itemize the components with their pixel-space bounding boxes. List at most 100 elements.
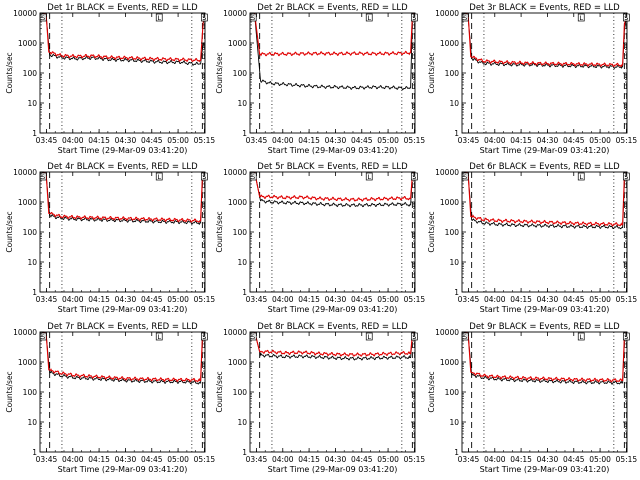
x-tick-label: 03:45 bbox=[458, 455, 480, 464]
x-tick-label: 04:30 bbox=[325, 136, 347, 145]
y-tick-label: 100 bbox=[23, 228, 38, 237]
y-axis-label: Counts/sec bbox=[427, 371, 436, 412]
plot-area bbox=[41, 13, 205, 133]
x-tick-label: 05:00 bbox=[167, 295, 189, 304]
y-tick-label: 1000 bbox=[440, 39, 459, 48]
segment-letter-s-3: S bbox=[202, 333, 206, 341]
plot-area bbox=[463, 172, 627, 292]
segment-letter-l-2: L bbox=[367, 333, 371, 341]
x-tick-label: 04:45 bbox=[351, 455, 373, 464]
segment-letter-s-1: S bbox=[463, 173, 467, 181]
y-tick-label: 10000 bbox=[13, 328, 37, 337]
events-series-line bbox=[254, 332, 415, 361]
events-series-line bbox=[463, 172, 627, 230]
segment-letter-s-1: S bbox=[41, 14, 45, 22]
panel-title: Det 4r BLACK = Events, RED = LLD bbox=[47, 162, 198, 172]
lld-series-line bbox=[41, 172, 205, 223]
y-tick-label: 1000 bbox=[18, 198, 37, 207]
x-tick-label: 04:45 bbox=[563, 295, 585, 304]
events-series-line bbox=[41, 332, 205, 385]
segment-letter-l-2: L bbox=[367, 173, 371, 181]
panel-title: Det 8r BLACK = Events, RED = LLD bbox=[257, 322, 408, 332]
y-tick-label: 1 bbox=[242, 448, 247, 457]
x-tick-label: 04:15 bbox=[298, 455, 320, 464]
y-tick-label: 10000 bbox=[435, 328, 459, 337]
x-tick-label: 05:00 bbox=[377, 455, 399, 464]
x-tick-label: 04:30 bbox=[115, 295, 137, 304]
y-axis-label: Counts/sec bbox=[5, 371, 14, 412]
y-tick-label: 10000 bbox=[223, 168, 247, 177]
x-tick-label: 04:30 bbox=[115, 136, 137, 145]
lld-series-line bbox=[41, 13, 205, 63]
y-tick-label: 1000 bbox=[18, 39, 37, 48]
x-axis-label: Start Time (29-Mar-09 03:41:20) bbox=[268, 146, 398, 155]
x-tick-label: 04:00 bbox=[484, 136, 506, 145]
y-tick-label: 10000 bbox=[13, 168, 37, 177]
x-tick-label: 04:15 bbox=[510, 136, 532, 145]
y-tick-label: 100 bbox=[23, 69, 38, 78]
segment-box-2 bbox=[577, 13, 585, 22]
x-axis-label: Start Time (29-Mar-09 03:41:20) bbox=[268, 465, 398, 474]
x-tick-label: 05:00 bbox=[167, 136, 189, 145]
x-tick-label: 04:00 bbox=[272, 295, 294, 304]
y-tick-label: 1000 bbox=[228, 39, 247, 48]
y-tick-label: 1 bbox=[454, 129, 459, 138]
plot-frame bbox=[249, 171, 416, 293]
events-series-line bbox=[41, 13, 205, 66]
segment-box-2 bbox=[155, 332, 163, 341]
y-axis-label: Counts/sec bbox=[427, 211, 436, 252]
lld-series-line bbox=[254, 332, 415, 357]
x-axis-label: Start Time (29-Mar-09 03:41:20) bbox=[58, 146, 188, 155]
y-tick-label: 1000 bbox=[228, 358, 247, 367]
lld-series-line bbox=[463, 13, 627, 68]
segment-letter-s-3: S bbox=[412, 173, 416, 181]
y-tick-label: 10 bbox=[237, 99, 247, 108]
y-tick-label: 1 bbox=[242, 288, 247, 297]
y-tick-label: 100 bbox=[445, 228, 460, 237]
y-tick-label: 10 bbox=[449, 258, 459, 267]
plot-area bbox=[254, 332, 415, 452]
segment-letter-s-1: S bbox=[41, 333, 45, 341]
events-series-line bbox=[254, 13, 415, 91]
segment-letter-s-3: S bbox=[624, 173, 628, 181]
y-tick-label: 10000 bbox=[223, 9, 247, 18]
x-tick-label: 05:00 bbox=[589, 136, 611, 145]
y-tick-label: 1 bbox=[32, 448, 37, 457]
x-axis-label: Start Time (29-Mar-09 03:41:20) bbox=[480, 465, 610, 474]
x-tick-label: 05:15 bbox=[194, 455, 216, 464]
segment-box-2 bbox=[155, 172, 163, 181]
x-tick-label: 05:15 bbox=[194, 136, 216, 145]
x-tick-label: 03:45 bbox=[246, 455, 268, 464]
plot-frame bbox=[461, 12, 628, 134]
segment-letter-s-1: S bbox=[41, 173, 45, 181]
y-tick-label: 10000 bbox=[223, 328, 247, 337]
x-axis-label: Start Time (29-Mar-09 03:41:20) bbox=[268, 305, 398, 314]
segment-letter-l-2: L bbox=[157, 14, 161, 22]
y-tick-label: 10 bbox=[27, 418, 37, 427]
segment-letter-l-2: L bbox=[157, 173, 161, 181]
x-tick-label: 04:45 bbox=[141, 136, 163, 145]
plot-frame bbox=[39, 171, 206, 293]
y-tick-label: 10 bbox=[449, 99, 459, 108]
y-tick-label: 10 bbox=[237, 258, 247, 267]
x-tick-label: 05:00 bbox=[589, 295, 611, 304]
x-axis-label: Start Time (29-Mar-09 03:41:20) bbox=[58, 305, 188, 314]
x-tick-label: 04:45 bbox=[563, 455, 585, 464]
x-tick-label: 04:15 bbox=[298, 136, 320, 145]
segment-letter-s-3: S bbox=[412, 333, 416, 341]
segment-letter-s-3: S bbox=[202, 173, 206, 181]
plot-frame bbox=[249, 331, 416, 453]
segment-letter-s-1: S bbox=[463, 333, 467, 341]
y-axis-label: Counts/sec bbox=[427, 52, 436, 93]
segment-letter-s-3: S bbox=[202, 14, 206, 22]
x-tick-label: 04:30 bbox=[325, 295, 347, 304]
segment-letter-s-1: S bbox=[251, 333, 255, 341]
x-tick-label: 04:00 bbox=[62, 455, 84, 464]
panel-title: Det 5r BLACK = Events, RED = LLD bbox=[257, 162, 408, 172]
x-tick-label: 04:00 bbox=[62, 295, 84, 304]
panel-title: Det 9r BLACK = Events, RED = LLD bbox=[469, 322, 620, 332]
